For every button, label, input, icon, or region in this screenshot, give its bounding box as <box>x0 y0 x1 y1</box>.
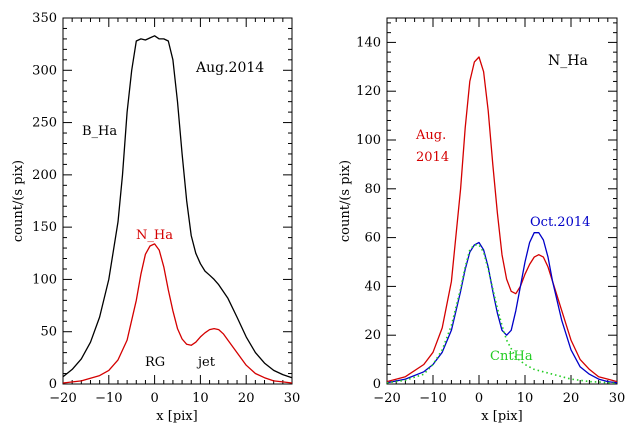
right-y-tick-label: 60 <box>364 231 381 246</box>
right-series-lines <box>386 56 618 385</box>
right-series-cntha <box>386 244 618 385</box>
right-axes-ticks: −20 −10 0 10 20 30 0 20 40 60 80 100 120 140 <box>356 18 625 406</box>
left-y-tick-label: 100 <box>32 272 57 287</box>
left-y-tick-label: 50 <box>40 325 57 340</box>
right-x-tick-label: 20 <box>563 391 580 406</box>
left-x-tick-label: 0 <box>150 391 158 406</box>
left-y-tick-label: 350 <box>32 11 57 26</box>
left-annotation-aug2014: Aug.2014 <box>195 60 264 76</box>
left-annotation-rg: RG <box>145 355 165 370</box>
right-y-tick-label: 40 <box>364 279 381 294</box>
right-plot-frame <box>386 17 618 385</box>
right-x-tick-label: 30 <box>609 391 626 406</box>
left-y-tick-label: 250 <box>32 116 57 131</box>
left-series-lines <box>62 35 293 384</box>
left-x-axis-label: x [pix] <box>156 409 197 423</box>
left-series-n-ha <box>62 243 293 384</box>
left-y-tick-label: 300 <box>32 63 57 78</box>
left-x-tick-label: 10 <box>192 391 209 406</box>
left-y-tick-label: 200 <box>32 168 57 183</box>
left-y-tick-label: 0 <box>49 377 57 392</box>
left-x-tick-label: −10 <box>95 391 122 406</box>
right-series-aug-2014 <box>386 56 618 383</box>
right-x-axis-label: x [pix] <box>481 409 522 423</box>
left-y-tick-label: 150 <box>32 220 57 235</box>
right-y-tick-label: 100 <box>356 133 381 148</box>
left-annotation-n-ha: N_Ha <box>136 228 173 243</box>
right-annotation-2014: 2014 <box>416 150 449 165</box>
right-x-tick-label: 0 <box>475 391 483 406</box>
right-series-oct-2014 <box>386 232 618 384</box>
right-annotation-aug: Aug. <box>415 128 446 143</box>
left-x-tick-label: 20 <box>238 391 255 406</box>
left-annotation-jet: jet <box>196 355 216 370</box>
right-x-tick-label: 10 <box>517 391 534 406</box>
left-y-axis-label: count/(s pix) <box>11 160 26 242</box>
left-x-tick-label: 30 <box>284 391 301 406</box>
right-y-tick-label: 20 <box>364 328 381 343</box>
left-series-b-ha <box>62 35 293 379</box>
right-y-tick-label: 80 <box>364 182 381 197</box>
right-y-tick-label: 140 <box>356 35 381 50</box>
left-x-tick-label: −20 <box>49 391 76 406</box>
right-y-axis-label: count/(s pix) <box>338 160 353 242</box>
right-x-tick-label: −10 <box>419 391 446 406</box>
right-y-tick-label: 0 <box>373 377 381 392</box>
right-annotation-n-ha: N_Ha <box>548 53 588 69</box>
right-annotation-oct2014: Oct.2014 <box>530 215 590 230</box>
right-annotation-cntha: CntHa <box>490 349 533 364</box>
right-y-tick-label: 120 <box>356 84 381 99</box>
right-x-tick-label: −20 <box>373 391 400 406</box>
left-plot-frame <box>62 17 293 385</box>
left-annotation-b-ha: B_Ha <box>82 124 117 139</box>
right-panel: −20 −10 0 10 20 30 0 20 40 60 80 100 120 140 count/(s… <box>338 17 625 423</box>
